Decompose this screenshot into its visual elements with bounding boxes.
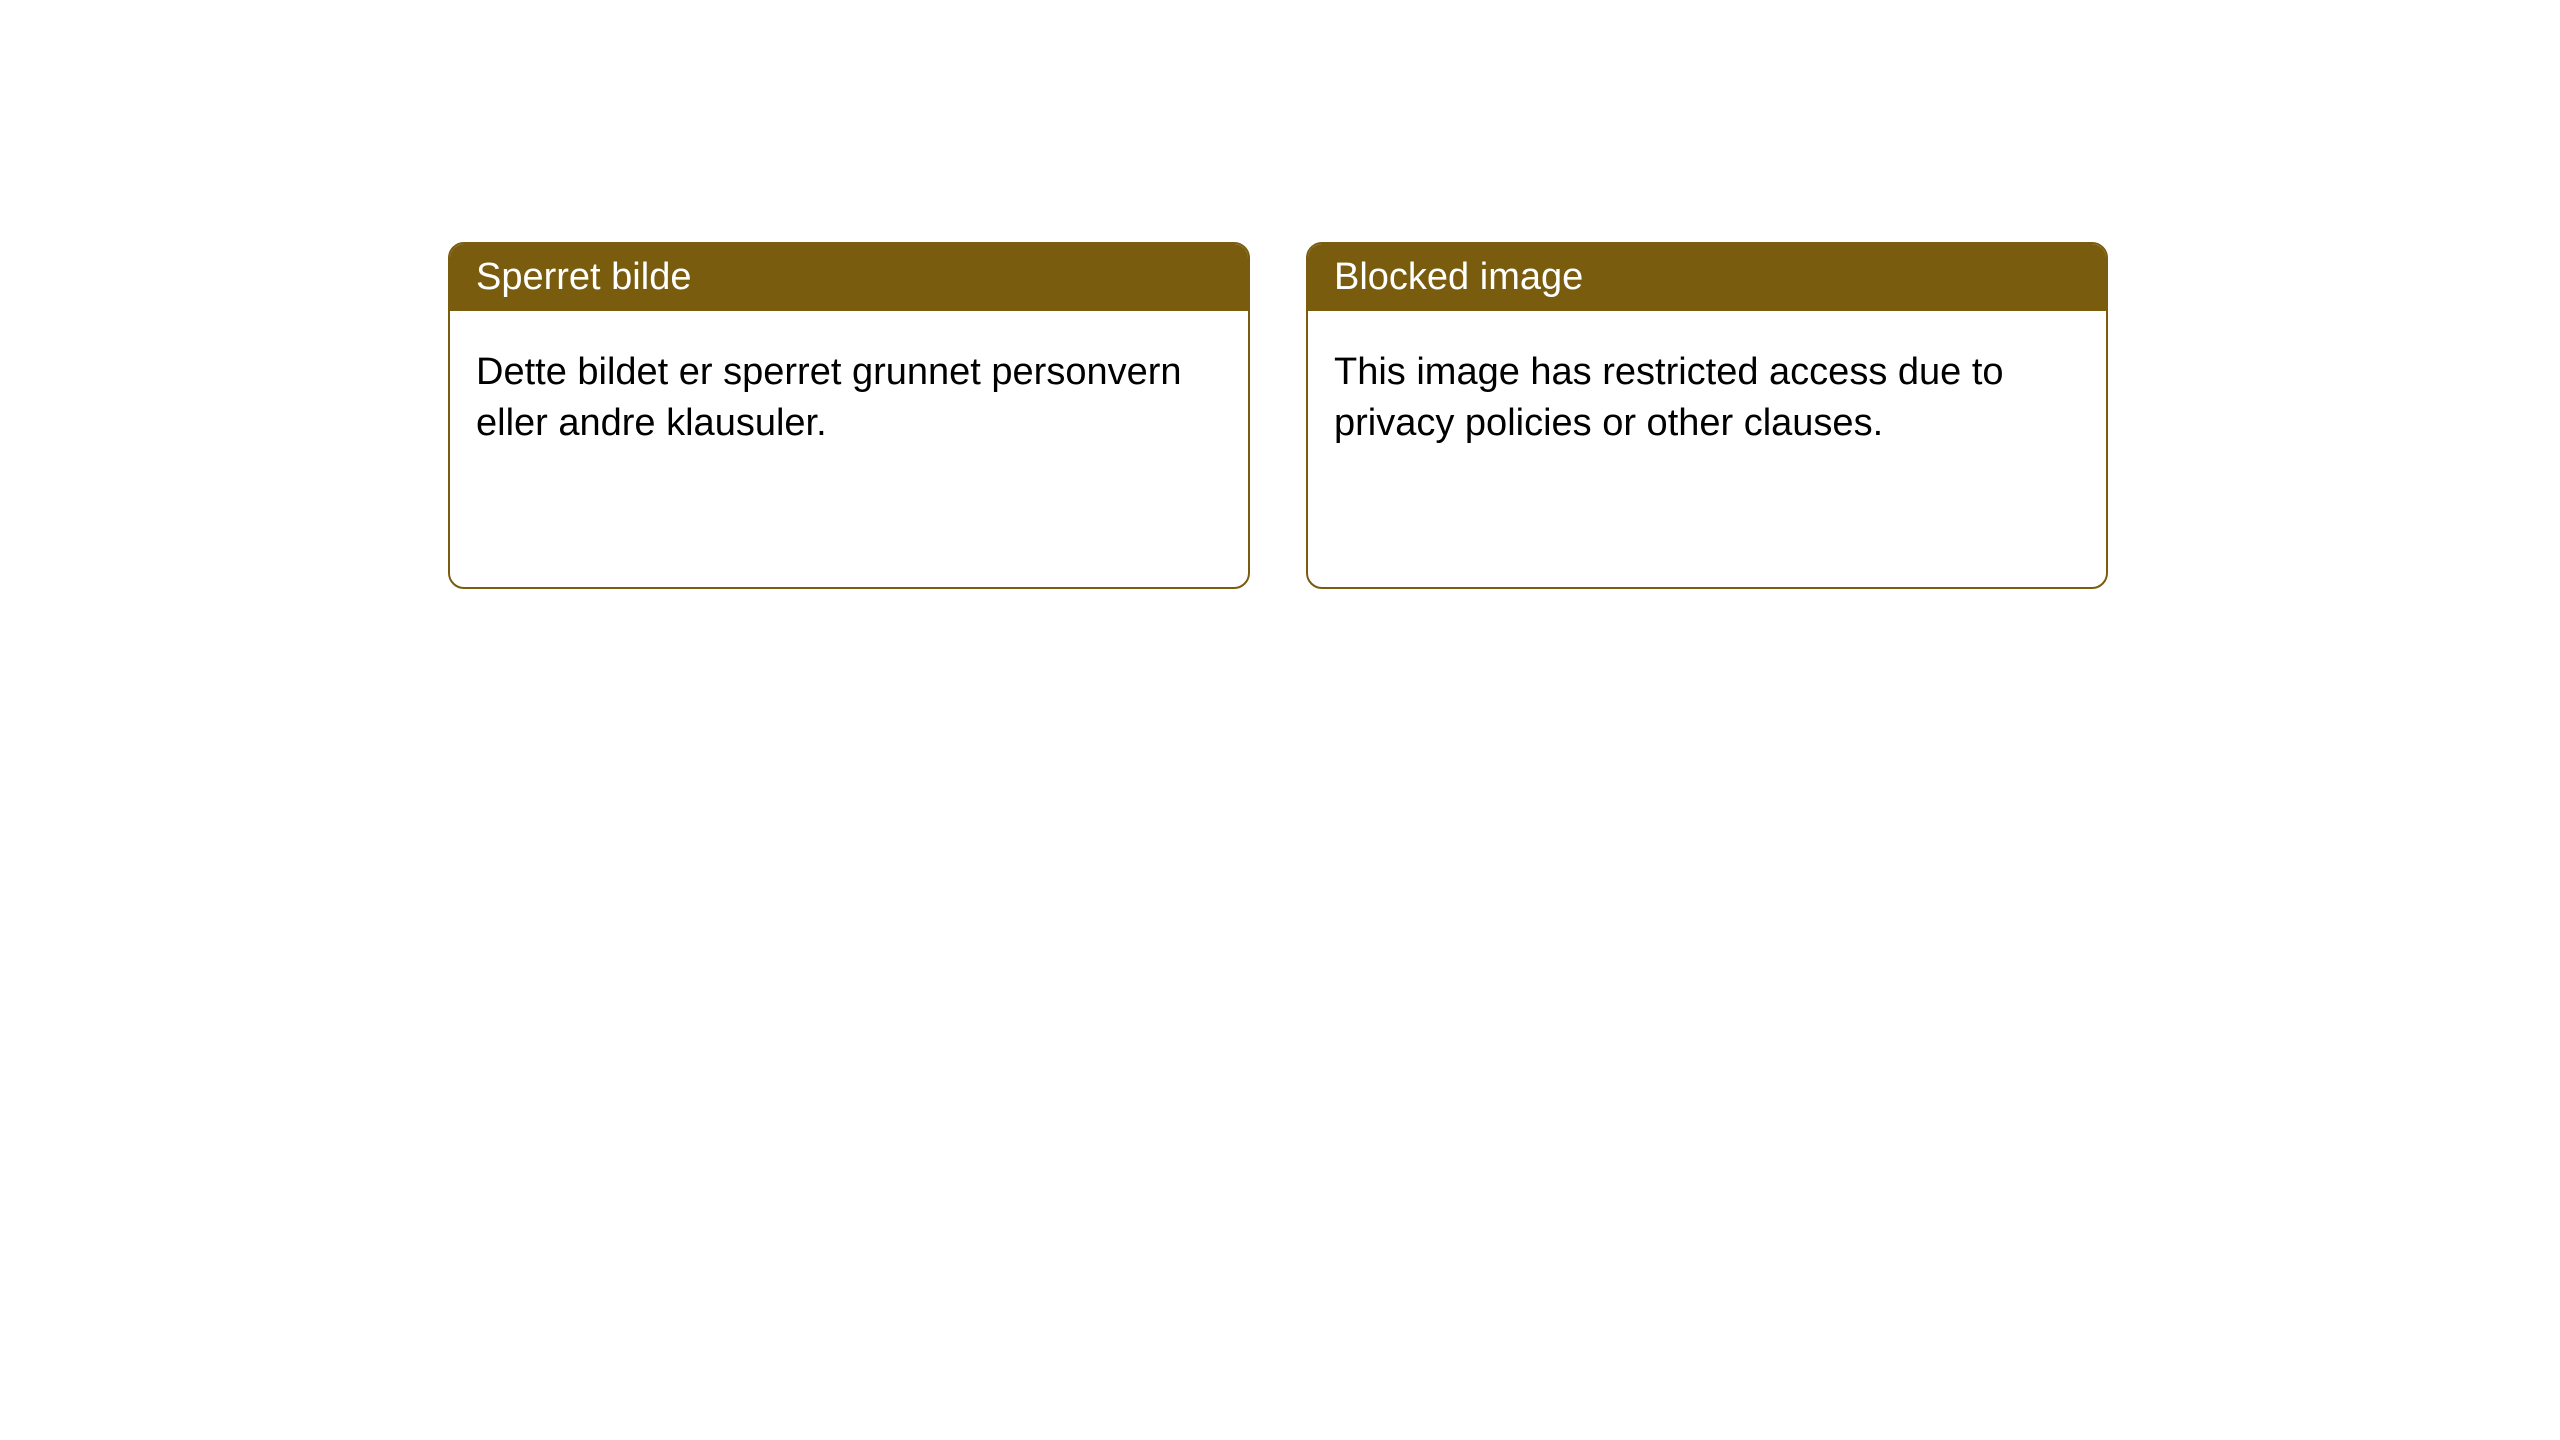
notice-card-english: Blocked image This image has restricted … [1306, 242, 2108, 589]
notice-body-english: This image has restricted access due to … [1308, 311, 2106, 587]
notice-body-norwegian: Dette bildet er sperret grunnet personve… [450, 311, 1248, 587]
notice-header-english: Blocked image [1308, 244, 2106, 311]
notice-container: Sperret bilde Dette bildet er sperret gr… [448, 242, 2108, 589]
notice-header-norwegian: Sperret bilde [450, 244, 1248, 311]
notice-card-norwegian: Sperret bilde Dette bildet er sperret gr… [448, 242, 1250, 589]
